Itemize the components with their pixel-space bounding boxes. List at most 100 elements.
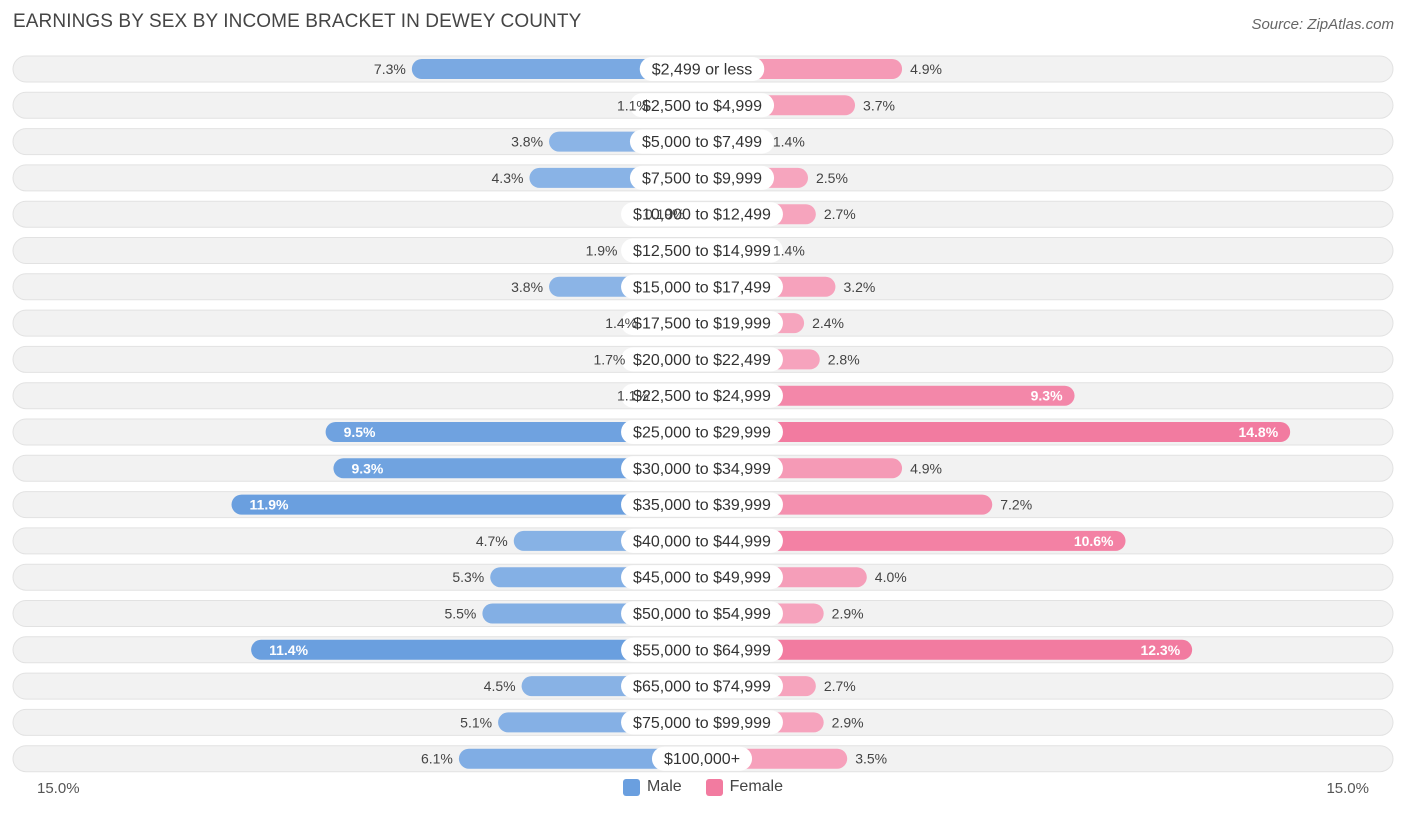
category-label: $20,000 to $22,499	[633, 352, 771, 369]
bar-male	[231, 494, 710, 515]
value-label-female: 3.7%	[863, 97, 895, 113]
value-label-female: 2.4%	[812, 315, 844, 331]
category-pill	[621, 565, 783, 590]
value-label-male: 1.9%	[586, 243, 618, 259]
value-label-male: 5.1%	[460, 714, 492, 730]
value-label-male: 11.9%	[250, 497, 289, 513]
category-label: $2,499 or less	[652, 62, 753, 79]
value-label-female: 14.8%	[1238, 424, 1278, 440]
category-pill	[621, 492, 783, 517]
row-13: $40,000 to $44,999 4.7% 10.6%	[12, 527, 1394, 555]
bar-female	[710, 639, 1193, 660]
bar-female	[710, 422, 1291, 442]
bar-male	[251, 639, 710, 660]
value-label-male: 0.19%	[645, 206, 685, 222]
category-label: $10,000 to $12,499	[633, 207, 771, 224]
source-label: Source: ZipAtlas.com	[1251, 16, 1394, 33]
bar-female	[710, 530, 1126, 551]
category-label: $22,500 to $24,999	[633, 388, 771, 405]
category-label: $40,000 to $44,999	[633, 533, 771, 550]
category-pill	[651, 746, 753, 771]
category-pill	[621, 456, 783, 481]
category-label: $75,000 to $99,999	[633, 715, 771, 732]
value-label-male: 3.8%	[511, 279, 543, 295]
category-pill	[621, 637, 783, 662]
category-label: $30,000 to $34,999	[633, 461, 771, 478]
legend-swatch-male	[622, 778, 640, 796]
legend-swatch-female	[705, 778, 723, 796]
value-label-female: 9.3%	[1031, 388, 1063, 404]
row-12: $35,000 to $39,999 11.9% 7.2%	[12, 491, 1394, 519]
category-pill	[621, 274, 783, 299]
row-0: $2,499 or less 7.3% 4.9%	[12, 55, 1394, 83]
value-label-male: 3.8%	[511, 134, 543, 150]
value-label-female: 3.5%	[855, 751, 887, 767]
value-label-female: 3.2%	[843, 279, 875, 295]
row-19: $100,000+ 6.1% 3.5%	[12, 745, 1394, 773]
value-label-female: 2.8%	[828, 351, 860, 367]
category-label: $2,500 to $4,999	[642, 98, 762, 115]
category-label: $100,000+	[664, 751, 740, 768]
bar-male	[325, 422, 710, 442]
value-label-female: 4.0%	[875, 569, 907, 585]
value-label-male: 11.4%	[269, 642, 308, 658]
value-label-male: 1.1%	[617, 388, 649, 404]
category-pill	[621, 674, 783, 699]
value-label-male: 1.1%	[617, 97, 649, 113]
category-pill	[621, 528, 783, 553]
category-pill	[629, 93, 775, 118]
value-label-female: 12.3%	[1140, 642, 1180, 658]
value-label-female: 2.9%	[832, 714, 864, 730]
value-label-male: 7.3%	[374, 61, 406, 77]
bar-male	[333, 458, 710, 479]
value-label-male: 9.5%	[344, 424, 376, 440]
value-label-male: 1.4%	[605, 315, 637, 331]
category-label: $7,500 to $9,999	[642, 170, 762, 187]
row-5: $12,500 to $14,999 1.9% 1.4%	[12, 237, 1394, 264]
category-label: $50,000 to $54,999	[633, 606, 771, 623]
category-label: $12,500 to $14,999	[633, 243, 771, 260]
category-pill	[621, 420, 783, 444]
legend-label-female: Female	[729, 778, 784, 795]
value-label-male: 5.5%	[444, 606, 476, 622]
row-10: $25,000 to $29,999 9.5% 14.8%	[12, 418, 1394, 446]
category-pill	[629, 165, 775, 190]
bar-male	[458, 748, 710, 769]
category-label: $25,000 to $29,999	[633, 425, 771, 442]
chart-title: EARNINGS BY SEX BY INCOME BRACKET IN DEW…	[13, 11, 582, 32]
legend-item-female[interactable]: Female	[705, 778, 784, 796]
value-label-female: 10.6%	[1074, 533, 1114, 549]
category-label: $45,000 to $49,999	[633, 570, 771, 587]
category-label: $17,500 to $19,999	[633, 316, 771, 333]
value-label-male: 4.5%	[484, 678, 516, 694]
axis-left-label: 15.0%	[37, 780, 80, 797]
category-label: $65,000 to $74,999	[633, 679, 771, 696]
row-2: $5,000 to $7,499 3.8% 1.4%	[12, 128, 1394, 156]
legend-item-male[interactable]: Male	[622, 778, 682, 796]
value-label-male: 6.1%	[421, 751, 453, 767]
category-pill	[621, 601, 783, 626]
value-label-female: 2.9%	[832, 606, 864, 622]
value-label-female: 7.2%	[1000, 497, 1032, 513]
bar-female	[710, 385, 1075, 406]
legend-label-male: Male	[646, 778, 682, 795]
category-label: $15,000 to $17,499	[633, 279, 771, 296]
row-14: $45,000 to $49,999 5.3% 4.0%	[12, 563, 1394, 591]
category-pill	[639, 57, 765, 81]
row-18: $75,000 to $99,999 5.1% 2.9%	[12, 708, 1394, 736]
value-label-female: 4.9%	[910, 61, 942, 77]
bar-male	[411, 59, 710, 79]
row-3: $7,500 to $9,999 4.3% 2.5%	[12, 164, 1394, 192]
legend: Male Female	[0, 778, 1406, 796]
value-label-female: 2.7%	[824, 678, 856, 694]
value-label-female: 1.4%	[773, 243, 805, 259]
axis-right-label: 15.0%	[1326, 780, 1369, 797]
category-pill	[621, 383, 783, 408]
value-label-male: 1.7%	[593, 351, 625, 367]
category-pill	[621, 311, 783, 336]
